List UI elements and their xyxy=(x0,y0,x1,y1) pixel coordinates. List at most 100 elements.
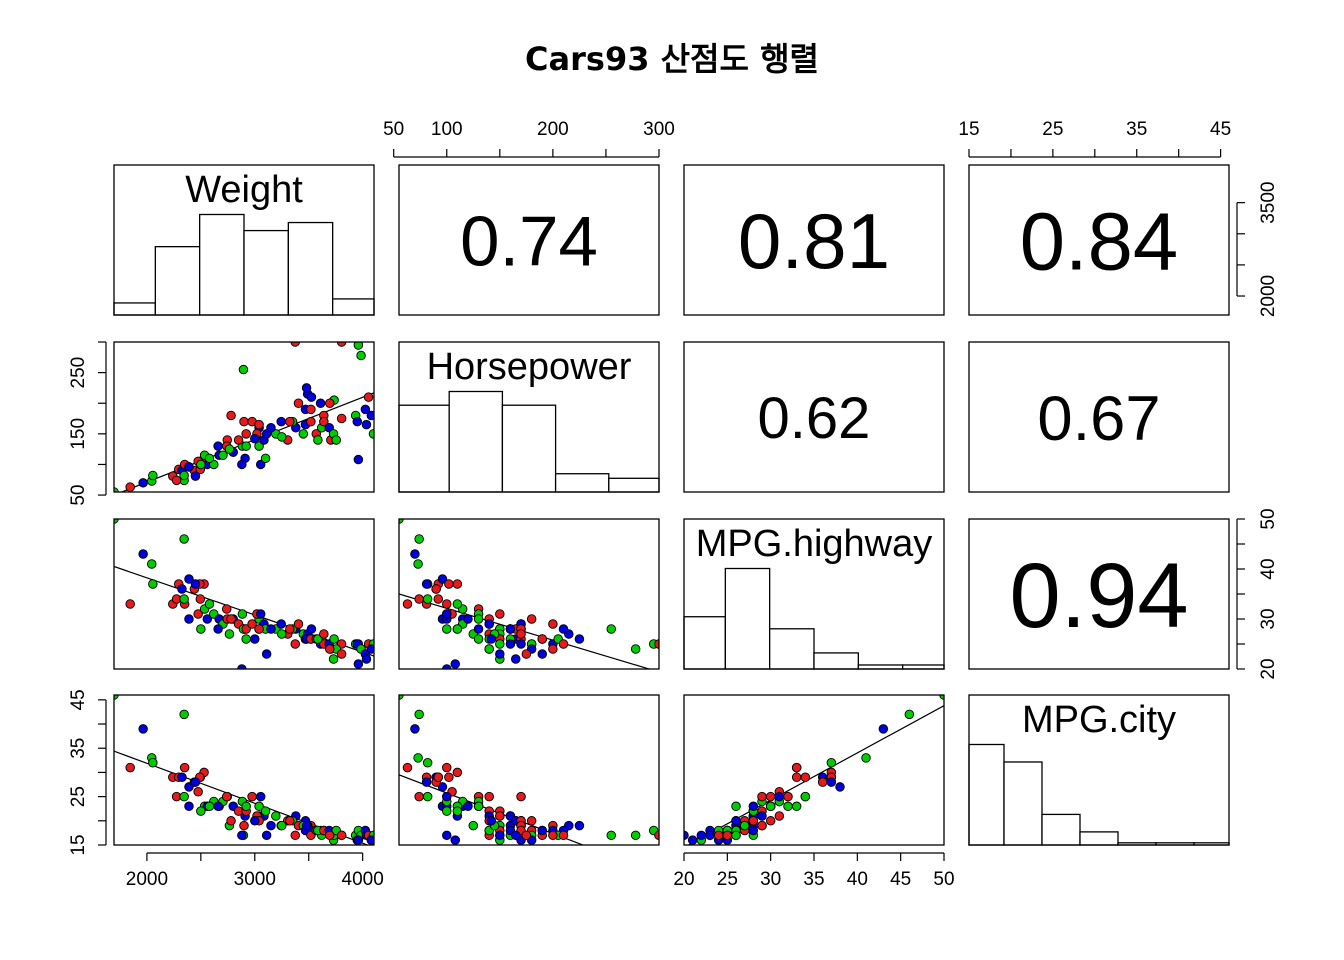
data-point xyxy=(114,487,119,492)
data-point xyxy=(463,614,473,624)
histogram-bar xyxy=(554,473,610,493)
data-point xyxy=(687,835,698,845)
data-point xyxy=(196,459,206,470)
histogram-bar xyxy=(1079,831,1119,846)
tick-label: 45 xyxy=(1210,119,1231,140)
data-point xyxy=(254,624,264,634)
data-point xyxy=(179,762,190,773)
data-point xyxy=(452,624,463,634)
y-axis-weight-right: 2000 3500 xyxy=(1236,182,1279,317)
data-point xyxy=(237,609,248,619)
correlation-label: 0.84 xyxy=(1020,196,1178,287)
variable-label: MPG.highway xyxy=(696,523,933,565)
data-point xyxy=(826,777,837,787)
data-point xyxy=(195,594,206,604)
data-point xyxy=(202,614,213,624)
scatter-points xyxy=(399,519,659,669)
data-point xyxy=(410,549,420,559)
tick-label: 45 xyxy=(890,869,911,890)
data-point xyxy=(293,619,304,629)
data-point xyxy=(190,579,201,589)
data-point xyxy=(574,634,585,644)
data-point xyxy=(431,584,441,594)
data-point xyxy=(306,416,316,427)
data-point xyxy=(654,830,659,841)
data-point xyxy=(731,801,741,812)
data-point xyxy=(148,757,158,768)
data-point xyxy=(250,433,260,444)
data-point xyxy=(247,619,257,629)
correlation-label: 0.74 xyxy=(460,202,598,281)
data-point xyxy=(826,757,837,768)
data-point xyxy=(241,801,251,812)
data-point xyxy=(204,453,215,464)
panel-3-1 xyxy=(398,694,660,846)
data-point xyxy=(266,624,276,634)
tick-label: 35 xyxy=(803,869,824,890)
data-point xyxy=(606,830,616,841)
tick-label: 40 xyxy=(1258,558,1279,579)
data-point xyxy=(190,471,201,481)
data-point xyxy=(329,634,339,644)
data-point xyxy=(413,559,423,569)
data-point xyxy=(360,404,371,415)
correlation-label: 0.67 xyxy=(1037,384,1160,454)
data-point xyxy=(193,609,203,619)
x-axis-mpg-city-top: 15 25 35 45 xyxy=(958,119,1231,158)
data-point xyxy=(241,634,251,644)
histogram-bar xyxy=(1003,761,1043,846)
data-point xyxy=(433,772,444,783)
data-point xyxy=(510,830,521,841)
histogram-bar xyxy=(683,616,726,670)
tick-label: 15 xyxy=(68,834,89,855)
chart-title: Cars93 산점도 행렬 xyxy=(525,40,819,78)
histogram-bar xyxy=(448,390,504,493)
data-point xyxy=(450,659,460,669)
panel-frame xyxy=(683,341,945,493)
data-point xyxy=(221,604,232,614)
data-point xyxy=(516,629,526,639)
data-point xyxy=(484,619,494,629)
data-point xyxy=(558,624,569,634)
panel-0-3: 0.84 xyxy=(968,164,1230,316)
data-point xyxy=(574,820,585,831)
data-point xyxy=(138,478,148,488)
panel-frame xyxy=(683,694,945,846)
data-point xyxy=(148,579,158,589)
data-point xyxy=(366,644,374,654)
data-point xyxy=(696,830,707,841)
tick-label: 3000 xyxy=(234,869,276,890)
tick-label: 45 xyxy=(68,689,89,710)
panel-frame xyxy=(113,518,375,670)
tick-label: 150 xyxy=(68,418,89,450)
data-point xyxy=(548,619,558,629)
data-point xyxy=(237,459,247,470)
panel-frame xyxy=(398,164,660,316)
data-point xyxy=(233,435,244,445)
data-point xyxy=(313,435,323,445)
data-point xyxy=(125,762,135,773)
fit-line xyxy=(399,593,652,669)
data-point xyxy=(179,534,189,544)
tick-label: 30 xyxy=(760,869,781,890)
panel-3-3: MPG.city xyxy=(968,694,1230,846)
data-point xyxy=(473,634,484,644)
data-point xyxy=(757,820,767,831)
tick-label: 25 xyxy=(717,869,738,890)
data-point xyxy=(791,772,802,783)
panel-0-0: Weight xyxy=(113,164,375,316)
data-point xyxy=(452,579,463,589)
data-point xyxy=(878,724,889,734)
data-point xyxy=(606,624,616,634)
data-point xyxy=(213,624,223,634)
data-point xyxy=(442,762,452,773)
data-point xyxy=(361,654,372,664)
data-point xyxy=(495,649,505,659)
data-point xyxy=(250,816,260,826)
data-point xyxy=(226,614,236,624)
tick-label: 50 xyxy=(933,869,954,890)
data-point xyxy=(505,639,516,649)
data-point xyxy=(290,639,300,649)
panel-2-2: MPG.highway xyxy=(683,518,945,670)
data-point xyxy=(495,639,505,649)
